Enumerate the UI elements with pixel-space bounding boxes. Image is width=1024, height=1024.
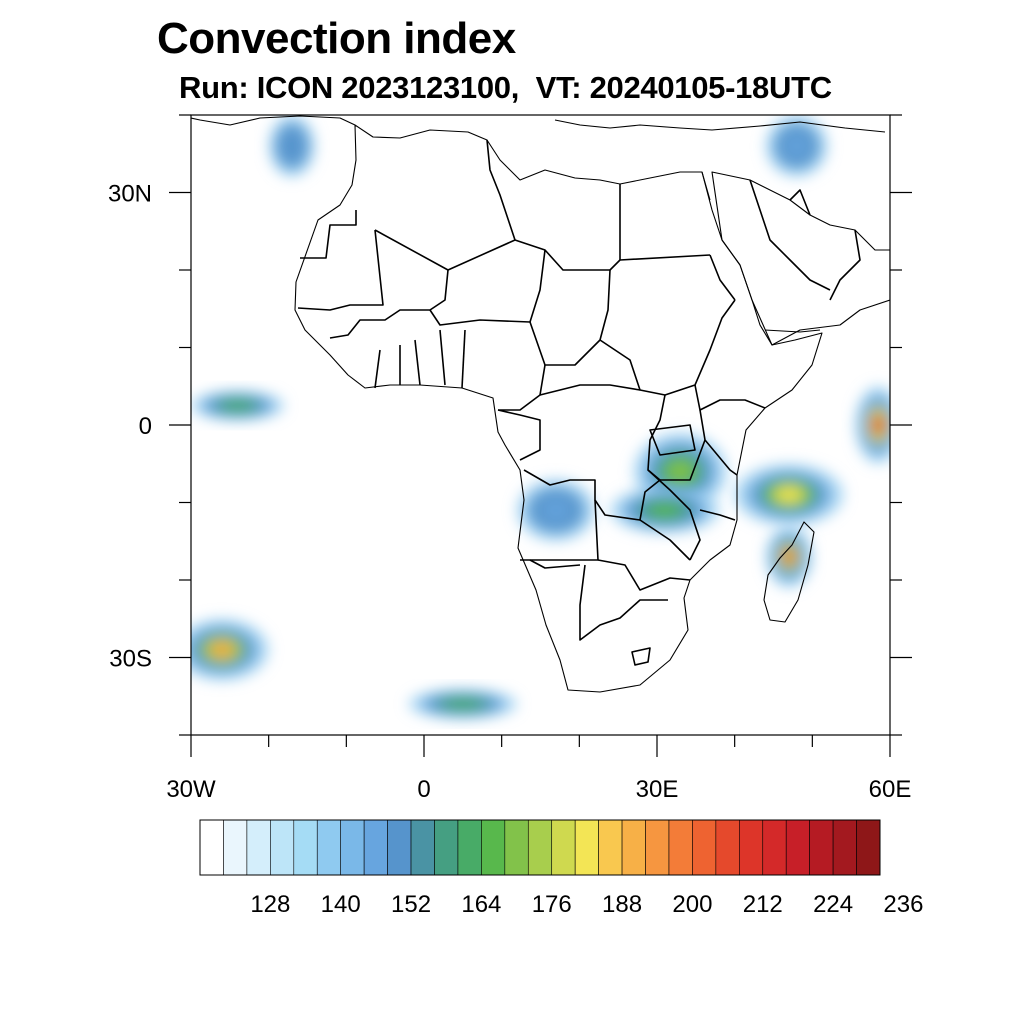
x-tick-label: 30E [636, 776, 679, 803]
colorbar-swatch [668, 819, 693, 876]
convection-area [734, 463, 844, 526]
map-title: Convection index [157, 14, 516, 63]
convection-area [191, 390, 285, 422]
colorbar-swatch [715, 819, 740, 876]
map-subtitle: Run: ICON 2023123100, VT: 20240105-18UTC [179, 70, 832, 105]
colorbar-tick-label: 224 [813, 891, 853, 918]
colorbar-swatch [621, 819, 646, 876]
y-tick-label: 0 [139, 413, 152, 440]
colorbar-labels: 128 140 152 164 176 188 200 212 224 236 [250, 891, 923, 918]
colorbar-swatch [856, 819, 881, 876]
axis-ticks [169, 114, 912, 757]
colorbar-tick-label: 140 [321, 891, 361, 918]
colorbar-swatch [598, 819, 623, 876]
colorbar-swatch [832, 819, 857, 876]
colorbar-swatch [199, 819, 224, 876]
convection-area [610, 487, 720, 534]
colorbar-swatch [316, 819, 341, 876]
colorbar-swatch [363, 819, 388, 876]
colorbar-swatch [645, 819, 670, 876]
y-tick-label: 30N [108, 181, 152, 208]
x-tick-label: 60E [869, 776, 912, 803]
colorbar-swatch [574, 819, 599, 876]
country-borders [297, 139, 861, 666]
colorbar-tick-label: 128 [250, 891, 290, 918]
colorbar-swatch [809, 819, 834, 876]
longitude-labels: 30W 0 30E 60E [166, 776, 911, 803]
colorbar-tick-label: 212 [743, 891, 783, 918]
colorbar-swatch [387, 819, 412, 876]
convection-area [855, 386, 890, 464]
colorbar-tick-label: 236 [883, 891, 923, 918]
convection-field [191, 115, 890, 720]
colorbar-tick-label: 176 [532, 891, 572, 918]
colorbar-swatch [481, 819, 506, 876]
colorbar-swatch [270, 819, 295, 876]
colorbar-swatch [504, 819, 529, 876]
x-tick-label: 30W [166, 776, 216, 803]
colorbar-swatch [762, 819, 787, 876]
convection-area [633, 432, 727, 511]
colorbar-tick-label: 188 [602, 891, 642, 918]
colorbar [199, 819, 881, 876]
colorbar-frame [199, 819, 881, 876]
convection-area [765, 525, 813, 588]
colorbar-swatch [457, 819, 482, 876]
colorbar-swatch [434, 819, 459, 876]
colorbar-tick-label: 164 [461, 891, 501, 918]
colorbar-swatch [692, 819, 717, 876]
convection-area [268, 115, 316, 177]
convection-area [191, 618, 269, 681]
colorbar-swatch [246, 819, 271, 876]
colorbar-swatch [551, 819, 576, 876]
colorbar-swatch [340, 819, 365, 876]
convection-area [408, 688, 518, 720]
colorbar-tick-label: 200 [672, 891, 712, 918]
colorbar-tick-label: 152 [391, 891, 431, 918]
colorbar-swatch [410, 819, 435, 876]
colorbar-swatch [527, 819, 553, 876]
convection-area [517, 479, 595, 542]
latitude-labels: 30N 0 30S [108, 181, 152, 673]
y-tick-label: 30S [109, 646, 152, 673]
colorbar-swatch [223, 819, 248, 876]
coastline [191, 115, 890, 693]
convection-area [765, 115, 828, 177]
colorbar-swatch [739, 819, 764, 876]
x-tick-label: 0 [417, 776, 430, 803]
colorbar-swatch [293, 819, 318, 876]
colorbar-swatch [785, 819, 810, 876]
